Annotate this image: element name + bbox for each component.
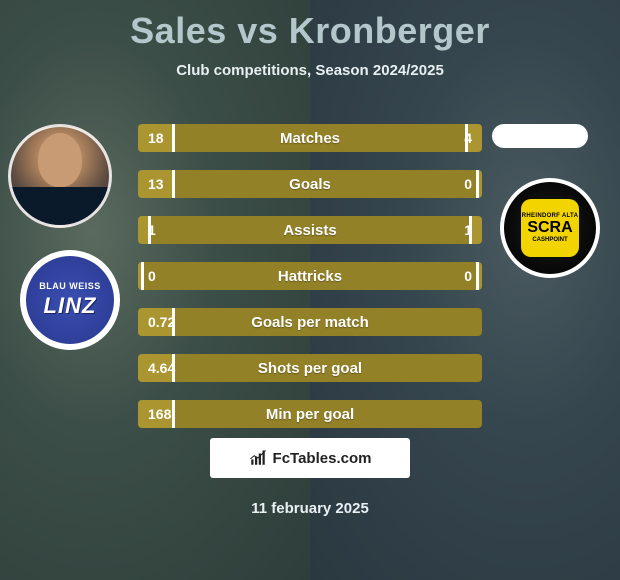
player-right-club-badge: RHEINDORF ALTA SCRA CASHPOINT xyxy=(500,178,600,278)
player-left-club-badge: BLAU WEISS LINZ xyxy=(20,250,120,350)
stat-row: 4.64Shots per goal xyxy=(138,354,482,382)
subtitle: Club competitions, Season 2024/2025 xyxy=(0,62,620,79)
avatar-face-shape xyxy=(38,133,82,187)
club-badge-sub-text: CASHPOINT xyxy=(532,237,567,243)
player-left-avatar xyxy=(8,124,112,228)
stat-label: Matches xyxy=(138,124,482,152)
club-badge-inner: RHEINDORF ALTA SCRA CASHPOINT xyxy=(504,182,596,274)
stat-label: Goals xyxy=(138,170,482,198)
date-text: 11 february 2025 xyxy=(0,500,620,517)
club-badge-main-text: LINZ xyxy=(44,293,97,319)
stats-container: 184Matches 130Goals 11Assists 00Hattricks 0.… xyxy=(138,124,482,446)
stat-label: Min per goal xyxy=(138,400,482,428)
content-root: Sales vs Kronberger Club competitions, S… xyxy=(0,0,620,580)
stat-row: 130Goals xyxy=(138,170,482,198)
club-badge-plate: RHEINDORF ALTA SCRA CASHPOINT xyxy=(521,199,579,257)
player-right-avatar xyxy=(492,124,588,148)
branding-badge: FcTables.com xyxy=(210,438,410,478)
chart-icon xyxy=(249,449,267,467)
stat-row: 168Min per goal xyxy=(138,400,482,428)
stat-label: Goals per match xyxy=(138,308,482,336)
stat-label: Shots per goal xyxy=(138,354,482,382)
club-badge-inner: BLAU WEISS LINZ xyxy=(26,256,114,344)
page-title: Sales vs Kronberger xyxy=(0,0,620,52)
club-badge-main-text: SCRA xyxy=(527,219,572,237)
avatar-shirt-shape xyxy=(11,187,109,225)
stat-label: Assists xyxy=(138,216,482,244)
stat-row: 184Matches xyxy=(138,124,482,152)
stat-label: Hattricks xyxy=(138,262,482,290)
stat-row: 00Hattricks xyxy=(138,262,482,290)
stat-row: 0.72Goals per match xyxy=(138,308,482,336)
club-badge-top-text: BLAU WEISS xyxy=(39,281,101,291)
stat-row: 11Assists xyxy=(138,216,482,244)
branding-text: FcTables.com xyxy=(273,450,372,467)
